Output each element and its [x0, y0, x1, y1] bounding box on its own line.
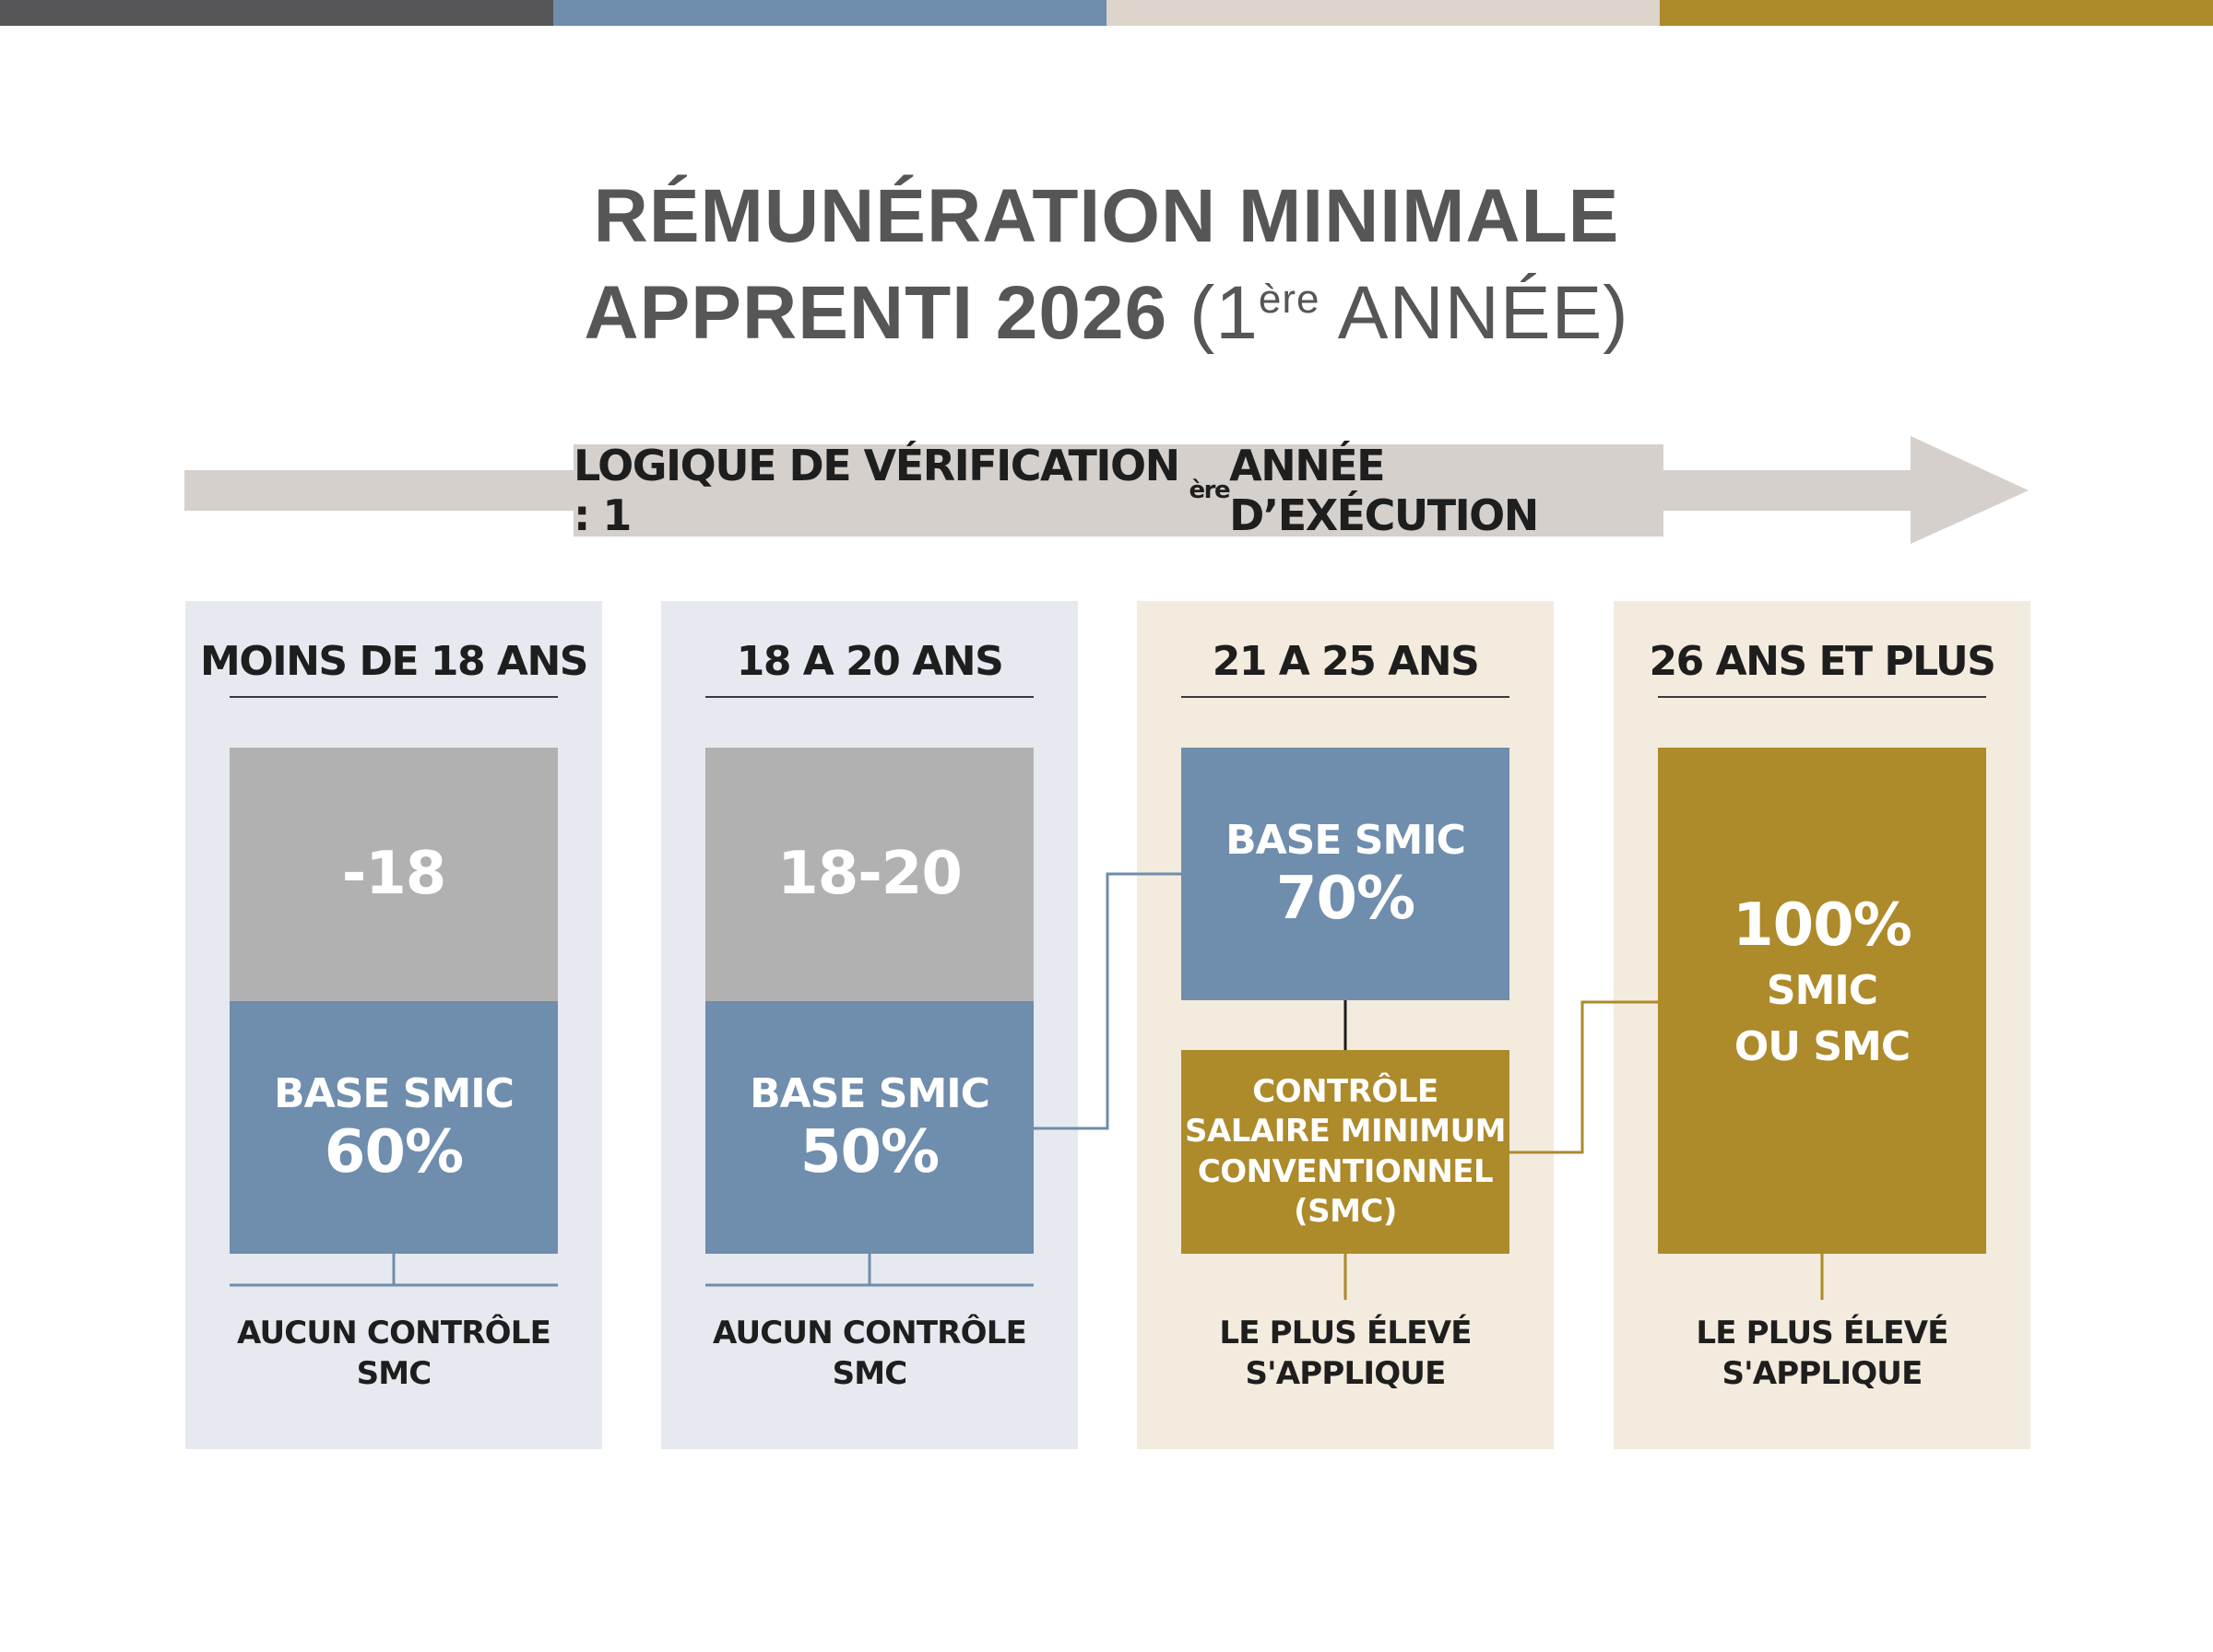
title-bold-part: APPRENTI 2026 — [584, 271, 1168, 355]
footer-line: S'APPLIQUE — [1245, 1355, 1446, 1393]
full-smic-line2: SMIC — [1766, 967, 1878, 1015]
footer-note: LE PLUS ÉLEVÉ S'APPLIQUE — [1137, 1313, 1554, 1394]
footer-line: LE PLUS ÉLEVÉ — [1219, 1315, 1472, 1351]
heading-underline — [1658, 696, 1986, 698]
page-title-line1: RÉMUNÉRATION MINIMALE — [593, 174, 1620, 258]
heading-underline — [1181, 696, 1509, 698]
footer-line: LE PLUS ÉLEVÉ — [1696, 1315, 1948, 1351]
footer-line: SMC — [832, 1355, 908, 1393]
title-light-part: (1ère ANNÉE) — [1167, 271, 1629, 355]
top-bar-segment-4 — [1660, 0, 2213, 26]
connector-col2-to-col3 — [1034, 872, 1181, 1130]
heading-underline — [705, 696, 1034, 698]
smic-base-label: BASE SMIC — [1225, 816, 1466, 864]
smic-base-label: BASE SMIC — [750, 1069, 990, 1117]
page-title-line2: APPRENTI 2026 (1ère ANNÉE) — [0, 270, 2213, 357]
full-smic-content: 100% SMIC OU SMC — [1733, 891, 1912, 1073]
smc-control-line: (SMC) — [1294, 1192, 1397, 1230]
heading-underline — [230, 696, 558, 698]
smic-base-percent: 50% — [799, 1117, 940, 1186]
top-bar-segment-1 — [0, 0, 553, 26]
footer-note: AUCUN CONTRÔLE SMC — [661, 1313, 1078, 1394]
age-range-box: 18-20 — [705, 748, 1034, 1001]
connector-col1-bottom — [230, 1254, 558, 1287]
smic-base-label: BASE SMIC — [274, 1069, 515, 1117]
footer-line: AUCUN CONTRÔLE — [236, 1315, 551, 1351]
connector-control-to-col4 — [1509, 1000, 1658, 1154]
smic-base-box: BASE SMIC 70% — [1181, 748, 1509, 1000]
smc-control-box: CONTRÔLE SALAIRE MINIMUM CONVENTIONNEL (… — [1181, 1050, 1509, 1254]
full-smic-percent: 100% — [1733, 891, 1912, 960]
smic-base-percent: 70% — [1275, 864, 1415, 933]
verification-logic-banner: LOGIQUE DE VÉRIFICATION : 1 ère ANNÉE D’E… — [574, 441, 1663, 540]
arrow-head — [1911, 436, 2029, 544]
age-panel-heading: 26 ANS ET PLUS — [1649, 638, 1996, 685]
footer-note: LE PLUS ÉLEVÉ S'APPLIQUE — [1614, 1313, 2030, 1394]
age-range-value: 18-20 — [777, 839, 963, 908]
top-bar-segment-2 — [553, 0, 1106, 26]
full-smic-line3: OU SMC — [1734, 1023, 1911, 1071]
smc-control-line: SALAIRE MINIMUM — [1184, 1113, 1507, 1150]
smic-base-box: BASE SMIC 60% — [230, 1001, 558, 1254]
smc-control-line: CONVENTIONNEL — [1197, 1152, 1494, 1190]
connector-col2-bottom — [705, 1254, 1034, 1287]
footer-line: AUCUN CONTRÔLE — [712, 1315, 1027, 1351]
full-smic-box: 100% SMIC OU SMC — [1658, 748, 1986, 1254]
age-range-value: -18 — [341, 839, 447, 908]
age-range-box: -18 — [230, 748, 558, 1001]
age-panel-heading: 18 A 20 ANS — [736, 638, 1004, 685]
smc-control-line: CONTRÔLE — [1252, 1073, 1438, 1111]
footer-line: S'APPLIQUE — [1722, 1355, 1923, 1393]
smic-base-box: BASE SMIC 50% — [705, 1001, 1034, 1254]
age-panel-heading: MOINS DE 18 ANS — [200, 638, 588, 685]
smic-base-percent: 60% — [324, 1117, 464, 1186]
footer-note: AUCUN CONTRÔLE SMC — [185, 1313, 602, 1394]
footer-line: SMC — [356, 1355, 432, 1393]
age-panel-heading: 21 A 25 ANS — [1212, 638, 1480, 685]
top-bar-segment-3 — [1106, 0, 1660, 26]
